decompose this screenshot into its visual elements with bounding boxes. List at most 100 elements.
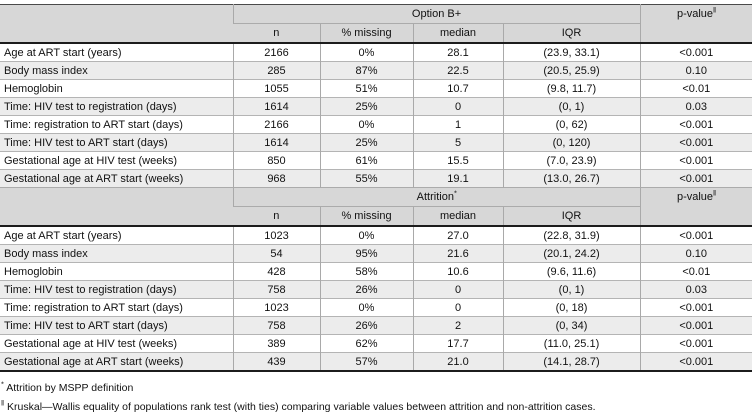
section-option-b-plus: Option B+ p-valueǁ n % missing median IQ… bbox=[0, 4, 752, 188]
cell-iqr: (9.8, 11.7) bbox=[502, 79, 641, 98]
cell-pvalue: <0.001 bbox=[639, 225, 752, 245]
table-row: Time: HIV test to registration (days) 758… bbox=[0, 280, 752, 299]
section-title: Option B+ bbox=[232, 4, 641, 24]
row-label: Body mass index bbox=[0, 244, 233, 263]
cell-iqr: (0, 18) bbox=[502, 298, 641, 317]
table-row: Time: HIV test to ART start (days) 1614 25… bbox=[0, 133, 752, 152]
cell-missing: 0% bbox=[319, 115, 413, 134]
cell-n: 1614 bbox=[232, 97, 320, 116]
table-row: Time: HIV test to ART start (days) 758 26%… bbox=[0, 316, 752, 335]
col-header-median: median bbox=[412, 23, 503, 44]
cell-iqr: (7.0, 23.9) bbox=[502, 151, 641, 170]
table-row: Gestational age at ART start (weeks) 968 5… bbox=[0, 169, 752, 188]
pvalue-label: p-value bbox=[676, 191, 714, 203]
row-label: Hemoglobin bbox=[0, 79, 233, 98]
cell-pvalue: <0.001 bbox=[639, 42, 752, 62]
row-label: Time: registration to ART start (days) bbox=[0, 298, 233, 317]
cell-median: 21.6 bbox=[412, 244, 503, 263]
cell-pvalue: <0.001 bbox=[639, 169, 752, 188]
table-row: Body mass index 285 87% 22.5 (20.5, 25.9) 0.1… bbox=[0, 61, 752, 80]
results-table: Option B+ p-valueǁ n % missing median IQ… bbox=[0, 4, 752, 372]
col-header-iqr: IQR bbox=[502, 23, 641, 44]
cell-pvalue: <0.01 bbox=[639, 79, 752, 98]
table-row: Gestational age at ART start (weeks) 439 5… bbox=[0, 352, 752, 371]
cell-missing: 0% bbox=[319, 298, 413, 317]
cell-missing: 25% bbox=[319, 97, 413, 116]
cell-n: 1055 bbox=[232, 79, 320, 98]
cell-median: 19.1 bbox=[412, 169, 503, 188]
cell-n: 54 bbox=[232, 244, 320, 263]
cell-pvalue: <0.001 bbox=[639, 133, 752, 152]
row-label: Time: HIV test to registration (days) bbox=[0, 280, 233, 299]
col-header-missing: % missing bbox=[319, 23, 413, 44]
section-attrition: Attrition* p-valueǁ n % missing median I… bbox=[0, 187, 752, 371]
cell-n: 968 bbox=[232, 169, 320, 188]
cell-iqr: (20.5, 25.9) bbox=[502, 61, 641, 80]
cell-n: 1614 bbox=[232, 133, 320, 152]
row-label: Time: HIV test to ART start (days) bbox=[0, 133, 233, 152]
footnote-attrition-text: Attrition by MSPP definition bbox=[6, 382, 134, 394]
row-label: Age at ART start (years) bbox=[0, 42, 233, 62]
cell-missing: 26% bbox=[319, 316, 413, 335]
footnote-attrition: * Attrition by MSPP definition bbox=[1, 379, 750, 396]
cell-median: 22.5 bbox=[412, 61, 503, 80]
row-label: Time: HIV test to ART start (days) bbox=[0, 316, 233, 335]
section-title-sup: * bbox=[453, 188, 457, 198]
cell-n: 850 bbox=[232, 151, 320, 170]
cell-missing: 26% bbox=[319, 280, 413, 299]
cell-missing: 95% bbox=[319, 244, 413, 263]
cell-median: 0 bbox=[412, 97, 503, 116]
pvalue-header: p-valueǁ bbox=[639, 4, 752, 44]
table-row: Age at ART start (years) 1023 0% 27.0 (22.8,… bbox=[0, 225, 752, 245]
cell-median: 5 bbox=[412, 133, 503, 152]
cell-missing: 62% bbox=[319, 334, 413, 353]
footnote-attrition-sup: * bbox=[1, 379, 4, 389]
row-label: Gestational age at ART start (weeks) bbox=[0, 352, 233, 371]
col-header-median: median bbox=[412, 206, 503, 227]
row-label: Gestational age at HIV test (weeks) bbox=[0, 151, 233, 170]
cell-pvalue: <0.001 bbox=[639, 115, 752, 134]
col-header-n: n bbox=[233, 23, 320, 44]
cell-median: 1 bbox=[412, 115, 503, 134]
cell-pvalue: 0.03 bbox=[639, 280, 752, 299]
cell-median: 2 bbox=[412, 316, 503, 335]
cell-missing: 0% bbox=[319, 42, 413, 62]
cell-n: 1023 bbox=[232, 225, 320, 245]
section-header-row: Attrition* p-valueǁ bbox=[0, 187, 752, 227]
cell-pvalue: 0.03 bbox=[639, 97, 752, 116]
cell-iqr: (14.1, 28.7) bbox=[502, 352, 641, 371]
section-header-row: Option B+ p-valueǁ bbox=[0, 4, 752, 44]
cell-pvalue: <0.001 bbox=[639, 298, 752, 317]
footnotes: * Attrition by MSPP definition ǁ Kruskal… bbox=[0, 372, 752, 415]
cell-iqr: (0, 1) bbox=[502, 97, 641, 116]
table-row: Gestational age at HIV test (weeks) 850 61… bbox=[0, 151, 752, 170]
cell-n: 758 bbox=[232, 316, 320, 335]
footnote-kruskal: ǁ Kruskal—Wallis equality of populations… bbox=[1, 399, 750, 415]
cell-pvalue: <0.001 bbox=[639, 316, 752, 335]
cell-n: 1023 bbox=[232, 298, 320, 317]
section-title-text: Option B+ bbox=[411, 8, 462, 20]
cell-iqr: (0, 1) bbox=[502, 280, 641, 299]
cell-median: 10.6 bbox=[412, 262, 503, 281]
cell-missing: 58% bbox=[319, 262, 413, 281]
column-header-row: n % missing median IQR bbox=[0, 23, 752, 44]
row-label: Hemoglobin bbox=[0, 262, 233, 281]
cell-n: 285 bbox=[232, 61, 320, 80]
cell-median: 0 bbox=[412, 280, 503, 299]
cell-missing: 87% bbox=[319, 61, 413, 80]
cell-pvalue: <0.001 bbox=[639, 334, 752, 353]
cell-iqr: (22.8, 31.9) bbox=[502, 225, 641, 245]
col-header-iqr: IQR bbox=[502, 206, 641, 227]
cell-n: 389 bbox=[232, 334, 320, 353]
col-header-n: n bbox=[233, 206, 320, 227]
pvalue-sup: ǁ bbox=[713, 5, 716, 15]
row-label: Time: registration to ART start (days) bbox=[0, 115, 233, 134]
cell-missing: 51% bbox=[319, 79, 413, 98]
cell-iqr: (20.1, 24.2) bbox=[502, 244, 641, 263]
cell-iqr: (23.9, 33.1) bbox=[502, 42, 641, 62]
corner-cell bbox=[0, 187, 233, 227]
cell-iqr: (0, 62) bbox=[502, 115, 641, 134]
row-label: Body mass index bbox=[0, 61, 233, 80]
pvalue-label: p-value bbox=[676, 8, 714, 20]
